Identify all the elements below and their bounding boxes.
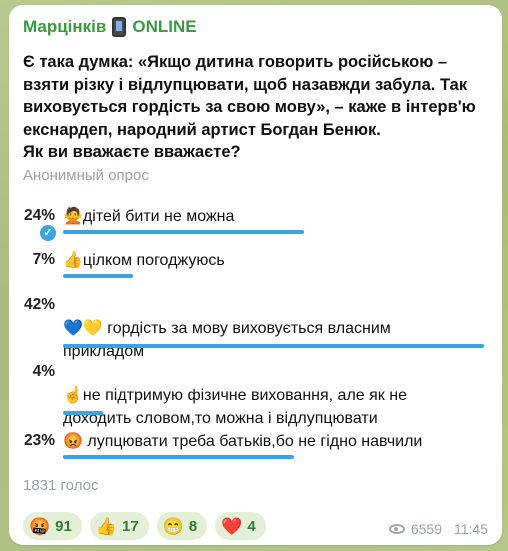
option-emoji: ☝️ <box>63 387 83 404</box>
author-status: ONLINE <box>132 17 197 36</box>
option-percent: 4% <box>32 363 55 380</box>
message-bubble: Марцінків ONLINE Є така думка: «Якщо дит… <box>9 5 502 545</box>
poll-type-label: Анонимный опрос <box>23 167 149 184</box>
option-percent: 42% <box>23 296 55 313</box>
option-text: ☝️не підтримую фізичне виховання, але як… <box>63 387 407 427</box>
poll-question: Є така думка: «Якщо дитина говорить росі… <box>23 53 476 161</box>
reaction-button[interactable]: 🤬 91 <box>23 512 82 540</box>
reaction-button[interactable]: 👍 17 <box>89 512 149 540</box>
message-meta: 6559 11:45 <box>388 521 488 537</box>
option-emoji: 👍 <box>63 252 83 269</box>
option-result-bar <box>63 274 133 278</box>
reaction-button[interactable]: ❤️ 4 <box>215 512 266 540</box>
reaction-emoji: ❤️ <box>221 516 243 536</box>
reaction-count: 91 <box>55 517 72 535</box>
option-percent: 23% <box>23 432 55 449</box>
option-text: 😡 лупцювати треба батьків,бо не гідно на… <box>63 433 423 450</box>
option-result-bar <box>63 455 294 459</box>
option-percent: 24% <box>23 207 55 224</box>
option-result-bar <box>63 411 103 415</box>
option-result-bar <box>63 344 484 348</box>
eye-icon <box>388 524 405 534</box>
option-text: 🙅дітей бити не можна <box>63 208 235 225</box>
option-text: 💙💛 гордість за мову виховується власним … <box>63 320 391 360</box>
option-emoji: 💙💛 <box>63 320 103 337</box>
reaction-emoji: 👍 <box>95 516 118 536</box>
total-votes[interactable]: 1831 голос <box>23 477 99 494</box>
option-text: 👍цілком погоджуюсь <box>63 252 225 269</box>
mobile-phone-icon <box>112 17 127 37</box>
reaction-button[interactable]: 😁 8 <box>156 512 208 540</box>
reaction-count: 4 <box>247 517 256 535</box>
option-emoji: 🙅 <box>63 208 83 225</box>
message-time: 11:45 <box>454 521 488 537</box>
chosen-check-icon: ✓ <box>40 225 56 241</box>
reactions-row: 🤬 91 👍 17 😁 8 ❤️ 4 <box>23 512 266 540</box>
author-name[interactable]: Марцінків <box>23 17 107 36</box>
author-header[interactable]: Марцінків ONLINE <box>23 17 197 37</box>
view-count: 6559 <box>410 521 442 537</box>
option-emoji: 😡 <box>63 433 83 450</box>
option-result-bar <box>63 230 304 234</box>
reaction-emoji: 😁 <box>162 516 184 536</box>
reaction-count: 8 <box>188 517 198 535</box>
reaction-count: 17 <box>122 517 139 535</box>
option-percent: 7% <box>32 251 55 268</box>
reaction-emoji: 🤬 <box>29 516 51 536</box>
